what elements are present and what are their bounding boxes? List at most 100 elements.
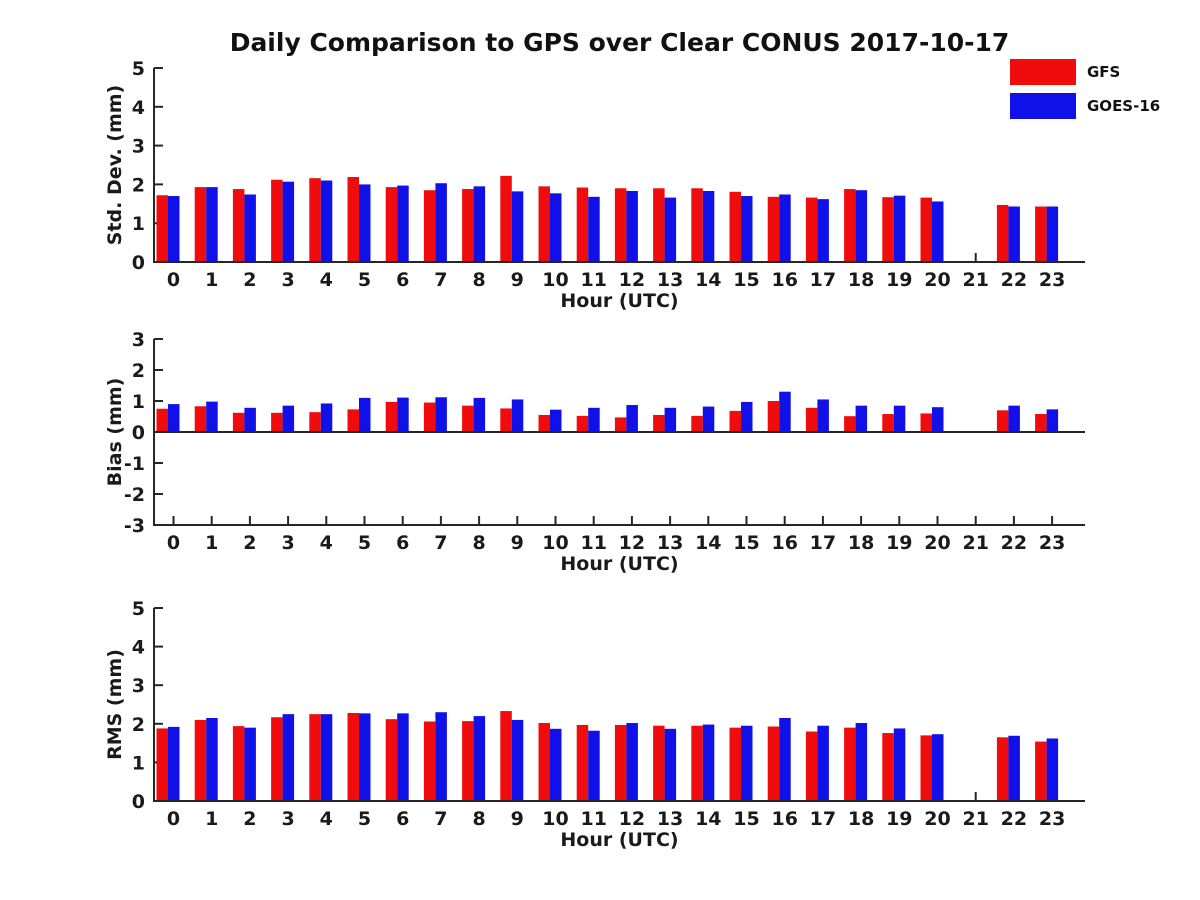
x-tick-label: 9 [511, 532, 524, 554]
x-tick-label: 23 [1039, 532, 1065, 554]
bar-goes16-h4 [320, 403, 333, 431]
bar-gfs-h0 [156, 408, 168, 431]
x-tick-label: 15 [733, 269, 759, 291]
x-tick-label: 23 [1039, 808, 1065, 830]
bar-gfs-h15 [729, 191, 741, 261]
bar-goes16-h10 [550, 409, 562, 431]
bar-gfs-h3 [271, 717, 283, 800]
bar-goes16-h22 [1008, 206, 1020, 261]
bar-gfs-h18 [844, 416, 856, 431]
x-tick-label: 17 [810, 532, 836, 554]
bar-goes16-h10 [550, 728, 562, 800]
bar-gfs-h11 [576, 187, 589, 261]
bar-goes16-h0 [168, 726, 180, 800]
y-tick-label: 2 [132, 360, 145, 382]
x-tick-label: 7 [434, 532, 447, 554]
x-tick-label: 5 [358, 532, 371, 554]
bar-goes16-h18 [855, 405, 868, 431]
x-tick-label: 23 [1039, 269, 1065, 291]
legend-label-goes16: GOES-16 [1087, 97, 1161, 115]
bar-gfs-h1 [194, 406, 207, 431]
bar-gfs-h23 [1035, 206, 1047, 261]
y-tick-label: 3 [132, 675, 145, 697]
x-axis-label: Hour (UTC) [560, 290, 678, 312]
bar-goes16-h18 [855, 723, 868, 800]
x-tick-label: 13 [657, 269, 683, 291]
bar-goes16-h3 [282, 405, 295, 431]
bar-gfs-h16 [767, 726, 780, 800]
x-tick-label: 15 [733, 808, 759, 830]
bar-gfs-h17 [805, 407, 818, 431]
y-tick-label: -2 [124, 484, 145, 506]
bar-goes16-h1 [206, 187, 218, 261]
y-tick-label: 1 [132, 391, 145, 413]
bar-goes16-h19 [893, 405, 906, 431]
bar-goes16-h4 [320, 714, 333, 800]
x-tick-label: 8 [472, 532, 485, 554]
x-tick-label: 5 [358, 808, 371, 830]
bar-goes16-h8 [473, 397, 486, 431]
bar-gfs-h0 [156, 195, 168, 261]
bar-goes16-h3 [282, 181, 295, 261]
y-tick-label: 2 [132, 714, 145, 736]
bar-goes16-h5 [359, 184, 371, 261]
bar-gfs-h5 [347, 712, 359, 800]
bar-goes16-h13 [664, 197, 677, 261]
bar-goes16-h9 [511, 399, 524, 431]
y-tick-label: 5 [132, 598, 145, 620]
bar-gfs-h22 [996, 204, 1009, 261]
bar-goes16-h8 [473, 186, 486, 261]
bar-gfs-h2 [232, 726, 245, 800]
bar-goes16-h7 [435, 712, 447, 800]
bar-goes16-h14 [702, 190, 715, 261]
bar-gfs-h13 [653, 414, 665, 431]
bar-goes16-h19 [893, 728, 906, 800]
bar-goes16-h15 [741, 401, 753, 431]
bar-gfs-h19 [882, 414, 894, 431]
bar-gfs-h5 [347, 177, 359, 261]
x-tick-label: 11 [580, 269, 606, 291]
bar-gfs-h10 [538, 723, 550, 800]
bar-goes16-h20 [932, 201, 944, 261]
bar-gfs-h16 [767, 401, 780, 431]
bar-gfs-h8 [462, 721, 474, 800]
bar-gfs-h6 [385, 719, 398, 800]
legend-item-gfs: GFS [1010, 59, 1160, 85]
bar-goes16-h0 [168, 404, 180, 431]
bar-goes16-h16 [779, 718, 791, 800]
bar-gfs-h14 [691, 188, 703, 261]
x-tick-label: 22 [1001, 269, 1027, 291]
bar-goes16-h1 [206, 401, 218, 431]
x-tick-label: 14 [695, 269, 721, 291]
x-tick-label: 20 [924, 532, 950, 554]
bar-gfs-h7 [423, 721, 436, 800]
bar-goes16-h0 [168, 196, 180, 261]
x-tick-label: 10 [542, 269, 568, 291]
bar-gfs-h10 [538, 414, 550, 431]
y-tick-label: 5 [132, 58, 145, 80]
x-tick-label: 9 [511, 808, 524, 830]
x-tick-label: 0 [167, 532, 180, 554]
x-tick-label: 13 [657, 532, 683, 554]
bar-goes16-h12 [626, 723, 638, 800]
x-tick-label: 14 [695, 532, 721, 554]
bar-goes16-h2 [244, 194, 256, 261]
x-tick-label: 4 [320, 269, 333, 291]
bar-goes16-h11 [588, 730, 600, 800]
legend-item-goes16: GOES-16 [1010, 93, 1160, 119]
x-tick-label: 20 [924, 269, 950, 291]
y-tick-label: 0 [132, 791, 145, 813]
x-tick-label: 7 [434, 808, 447, 830]
bar-goes16-h13 [664, 728, 677, 800]
x-tick-label: 21 [962, 532, 988, 554]
bar-goes16-h22 [1008, 735, 1020, 800]
bar-goes16-h13 [664, 407, 677, 431]
bar-gfs-h8 [462, 405, 474, 431]
x-tick-label: 10 [542, 808, 568, 830]
bar-gfs-h20 [920, 197, 932, 261]
x-tick-label: 21 [962, 269, 988, 291]
bar-goes16-h23 [1046, 738, 1059, 800]
